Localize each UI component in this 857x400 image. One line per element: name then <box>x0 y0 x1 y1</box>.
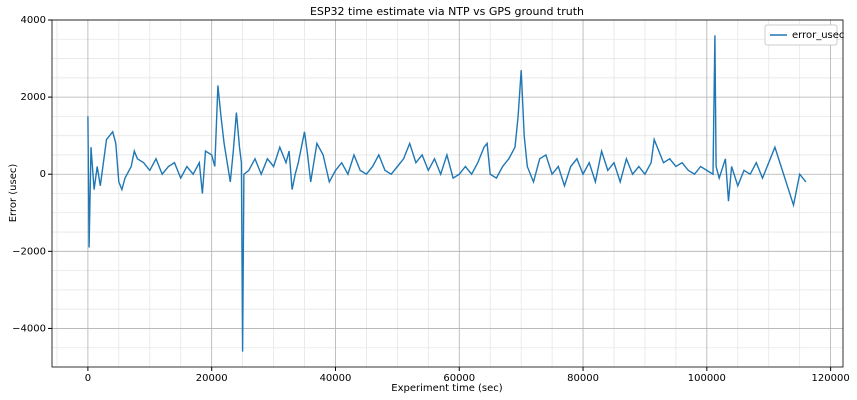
plot-frame <box>51 19 844 368</box>
legend-label: error_usec <box>792 30 844 41</box>
x-tick-label: 120000 <box>812 373 850 384</box>
x-tick-label: 0 <box>85 373 91 384</box>
x-tick-label: 40000 <box>320 373 352 384</box>
x-tick-label: 100000 <box>688 373 726 384</box>
x-axis-label: Experiment time (sec) <box>391 383 502 394</box>
x-tick-label: 20000 <box>196 373 228 384</box>
y-tick-label: 0 <box>40 169 46 180</box>
chart-title: ESP32 time estimate via NTP vs GPS groun… <box>310 5 584 18</box>
y-tick-label: 4000 <box>21 15 46 26</box>
y-axis-label: Error (usec) <box>8 164 19 223</box>
y-tick-label: −4000 <box>12 323 46 334</box>
y-tick-label: 2000 <box>21 92 46 103</box>
x-tick-label: 80000 <box>567 373 599 384</box>
x-tick-label: 60000 <box>443 373 475 384</box>
data-line <box>87 35 807 352</box>
y-tick-label: −2000 <box>12 246 46 257</box>
legend-box <box>764 24 838 46</box>
